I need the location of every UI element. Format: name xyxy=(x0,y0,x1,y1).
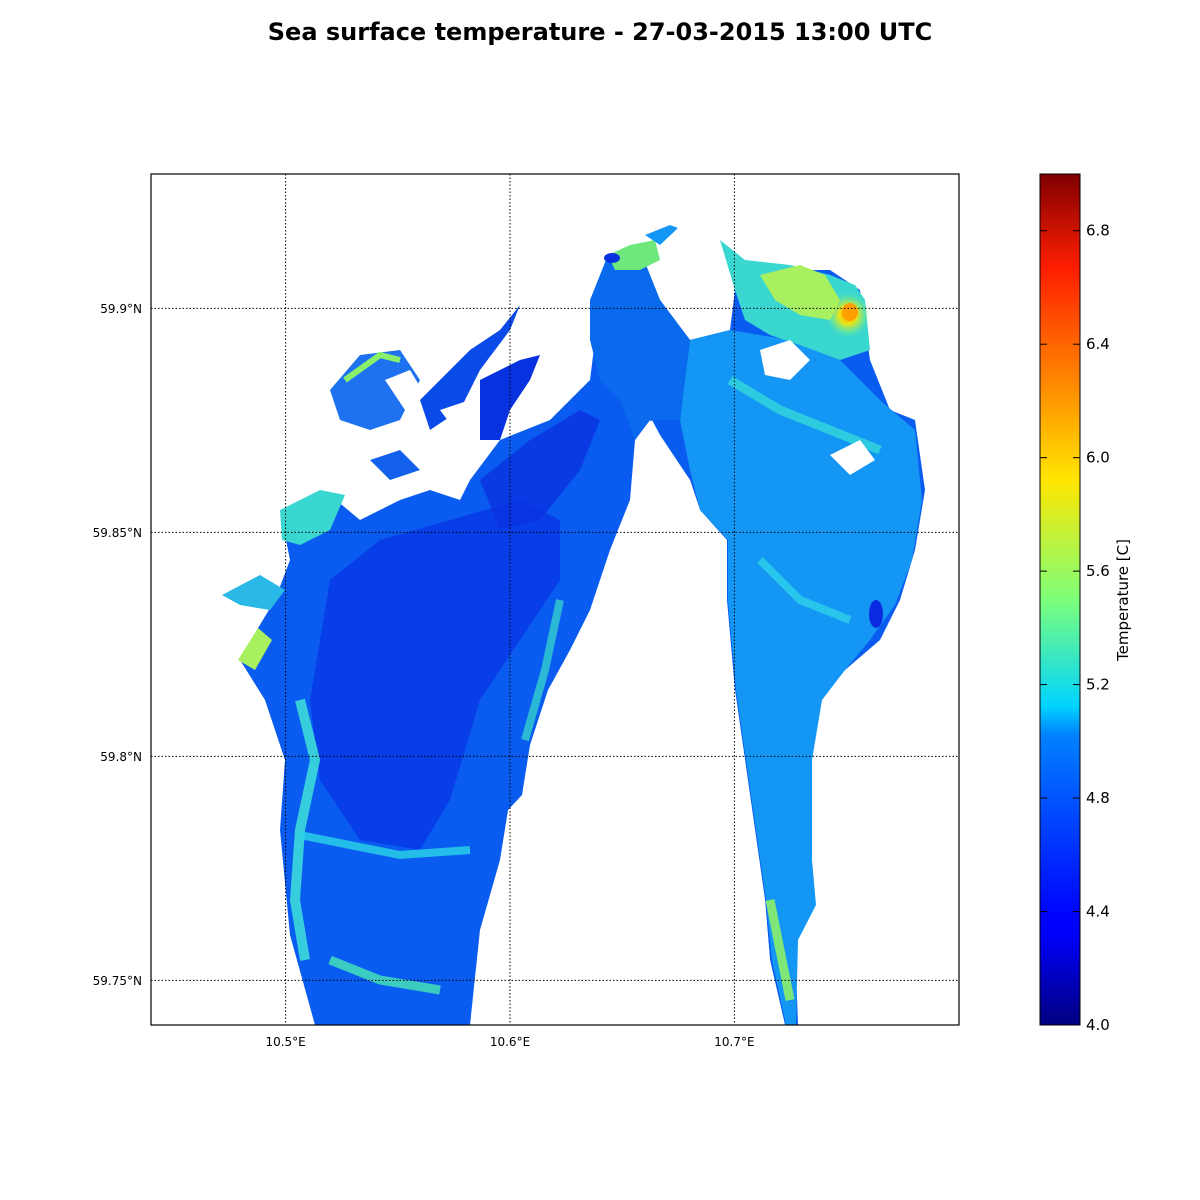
water-central-north-tip xyxy=(608,240,660,270)
streak-east-upper xyxy=(727,376,882,455)
streak-diagonal xyxy=(299,831,471,860)
warm-patch-core xyxy=(842,303,858,321)
colorbar-ticks: 4.0 4.4 4.8 5.2 5.6 6.0 6.4 6.8 xyxy=(1040,222,1110,1034)
water-coastal-sw xyxy=(238,628,272,670)
streak-east-mid xyxy=(757,557,852,624)
chart-title: Sea surface temperature - 27-03-2015 13:… xyxy=(267,18,933,46)
x-tick-label: 10.7°E xyxy=(714,1035,754,1049)
x-tick-label: 10.6°E xyxy=(490,1035,530,1049)
water-east-north-green xyxy=(760,265,840,320)
y-tick-label: 59.75°N xyxy=(93,974,142,988)
cold-spot-east xyxy=(869,600,883,628)
land-island-2 xyxy=(830,440,875,475)
water-northern-inlet-sw xyxy=(222,575,285,610)
y-tick-label: 59.8°N xyxy=(100,750,142,764)
land-island-3 xyxy=(385,370,425,410)
y-tick-label: 59.85°N xyxy=(93,526,142,540)
colorbar-tick-label: 4.4 xyxy=(1086,903,1110,921)
water-northern-inlet-west xyxy=(280,490,345,545)
colorbar-tick-label: 6.4 xyxy=(1086,335,1110,353)
water-inlet-northwest xyxy=(330,350,420,430)
colorbar-tick-label: 6.0 xyxy=(1086,449,1110,467)
land-island-4 xyxy=(440,400,480,430)
water-inlet-narrow xyxy=(370,450,420,480)
colorbar-tick-label: 6.8 xyxy=(1086,222,1110,240)
water-central-north-tip2 xyxy=(645,225,678,245)
colorbar-tick-label: 5.2 xyxy=(1086,676,1110,694)
colorbar-tick-label: 4.0 xyxy=(1086,1016,1110,1034)
colorbar-gradient xyxy=(1039,173,1081,1026)
colorbar-label: Temperature [C] xyxy=(1114,539,1132,662)
streak-east-south xyxy=(765,899,795,1001)
land-central-peninsula xyxy=(472,420,785,1025)
water-inlet-center-north xyxy=(480,355,540,440)
water-inlet-northwest-edge xyxy=(343,351,401,383)
y-axis-tick-labels: 59.9°N 59.85°N 59.8°N 59.75°N xyxy=(93,302,142,988)
x-axis-tick-labels: 10.5°E 10.6°E 10.7°E xyxy=(265,1035,754,1049)
colorbar-tick-label: 4.8 xyxy=(1086,789,1110,807)
colorbar: 4.0 4.4 4.8 5.2 5.6 6.0 6.4 6.8 Temperature [C] xyxy=(1039,173,1132,1034)
grid xyxy=(151,174,959,1025)
streak-west-edge xyxy=(289,698,321,961)
plot-frame xyxy=(150,173,960,1026)
cold-core-west xyxy=(310,500,560,850)
water-central-upper xyxy=(590,250,690,440)
y-tick-label: 59.9°N xyxy=(100,302,142,316)
water-eastern-channel xyxy=(680,330,922,1025)
land-island-1 xyxy=(760,340,810,380)
cold-spot-north xyxy=(604,253,620,263)
water-inlet-north xyxy=(420,305,520,430)
plot-area xyxy=(150,173,960,1026)
colorbar-tick-label: 5.6 xyxy=(1086,562,1110,580)
x-tick-label: 10.5°E xyxy=(265,1035,305,1049)
streak-central-east-edge xyxy=(521,599,564,742)
